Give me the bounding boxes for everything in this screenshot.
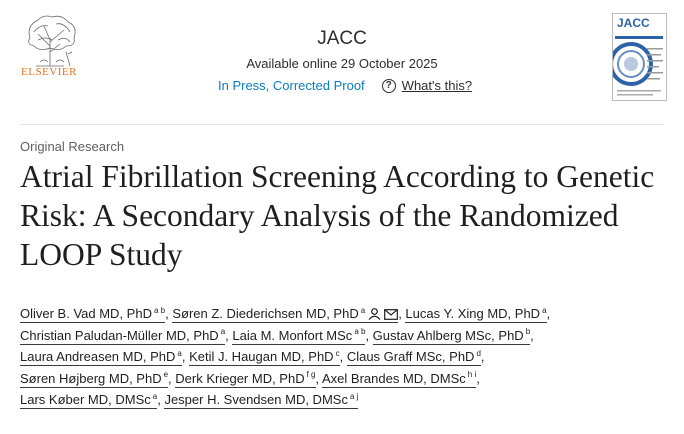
person-icon	[368, 308, 381, 320]
author-name: Laia M. Monfort MSc	[232, 327, 353, 343]
cover-artwork-icon	[613, 36, 663, 96]
author-name: Christian Paludan-Müller MD, PhD	[20, 327, 219, 343]
author-affiliation: a b	[153, 305, 166, 315]
journal-cover-thumbnail[interactable]: JACC	[612, 13, 667, 101]
author-link[interactable]: Søren Højberg MD, PhD e	[20, 370, 169, 388]
author-link[interactable]: Søren Z. Diederichsen MD, PhD a	[172, 305, 399, 323]
author-name: Claus Graff MSc, PhD	[346, 349, 475, 364]
author-affiliation: e	[163, 370, 169, 380]
author-link[interactable]: Claus Graff MSc, PhD d	[346, 348, 481, 366]
author-link[interactable]: Christian Paludan-Müller MD, PhD a	[20, 327, 226, 345]
author-affiliation: a b	[354, 327, 366, 337]
email-icon	[384, 309, 399, 320]
author-affiliation: f g	[306, 370, 316, 380]
publisher-name: ELSEVIER	[21, 66, 77, 78]
header-divider	[20, 124, 664, 125]
status-row: In Press, Corrected Proof ? What's this?	[218, 78, 472, 93]
author-affiliation: a	[177, 348, 182, 358]
author-affiliation: a	[220, 327, 226, 337]
author-name: Lucas Y. Xing MD, PhD	[405, 306, 541, 321]
author-affiliation: h i	[467, 370, 477, 380]
author-affiliation: a j	[349, 391, 359, 401]
author-link[interactable]: Oliver B. Vad MD, PhD a b	[20, 305, 166, 323]
whats-this-button[interactable]: ? What's this?	[381, 78, 473, 93]
author-name: Jesper H. Svendsen MD, DMSc	[164, 392, 348, 407]
author-link[interactable]: Lucas Y. Xing MD, PhD a	[405, 305, 547, 323]
author-affiliation: c	[335, 348, 340, 358]
author-link[interactable]: Laura Andreasen MD, PhD a	[20, 349, 182, 366]
author-list: Oliver B. Vad MD, PhD a b, Søren Z. Diede…	[20, 305, 554, 409]
author-link[interactable]: Laia M. Monfort MSc a b	[232, 327, 366, 345]
author-link[interactable]: Jesper H. Svendsen MD, DMSc a j	[164, 391, 359, 409]
author-affiliation: a	[360, 305, 366, 315]
author-name: Ketil J. Haugan MD, PhD	[189, 349, 334, 364]
author-link[interactable]: Gustav Ahlberg MSc, PhD b	[372, 327, 531, 345]
journal-title[interactable]: JACC	[317, 28, 367, 49]
author-name: Derk Krieger MD, PhD	[175, 370, 305, 386]
author-name: Gustav Ahlberg MSc, PhD	[372, 327, 524, 343]
author-name: Lars Køber MD, DMSc	[20, 392, 151, 407]
article-title: Atrial Fibrillation Screening According …	[20, 159, 655, 272]
in-press-link[interactable]: In Press, Corrected Proof	[218, 78, 365, 93]
question-circle-icon: ?	[381, 78, 396, 93]
author-link[interactable]: Derk Krieger MD, PhD f g	[175, 370, 316, 388]
author-name: Laura Andreasen MD, PhD	[20, 349, 176, 364]
author-name: Søren Højberg MD, PhD	[20, 370, 162, 386]
author-name: Axel Brandes MD, DMSc	[322, 370, 466, 386]
elsevier-logo[interactable]	[20, 12, 82, 80]
availability-date: Available online 29 October 2025	[246, 56, 438, 71]
author-name: Søren Z. Diederichsen MD, PhD	[172, 306, 359, 321]
author-link[interactable]: Axel Brandes MD, DMSc h i	[322, 370, 477, 388]
author-name: Oliver B. Vad MD, PhD	[20, 306, 152, 321]
cover-title: JACC	[617, 16, 650, 30]
author-affiliation: a	[542, 305, 547, 315]
whats-this-label: What's this?	[401, 78, 473, 93]
author-affiliation: a	[152, 391, 158, 401]
article-type: Original Research	[20, 139, 125, 154]
author-affiliation: b	[525, 327, 531, 337]
elsevier-tree-icon	[28, 15, 76, 67]
author-link[interactable]: Ketil J. Haugan MD, PhD c	[189, 349, 340, 366]
author-link[interactable]: Lars Køber MD, DMSc a	[20, 391, 158, 409]
author-affiliation: d	[476, 348, 481, 358]
